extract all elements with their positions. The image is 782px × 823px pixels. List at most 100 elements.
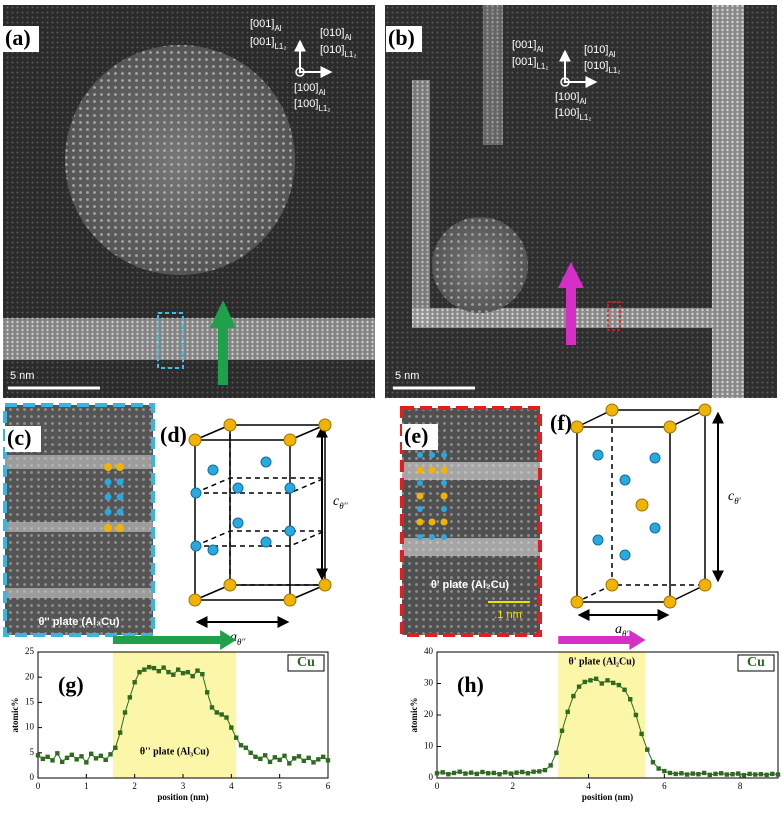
scale-bar-label: 5 nm	[395, 370, 419, 382]
x-tick-label: 8	[738, 781, 743, 791]
panel-f	[576, 409, 724, 621]
data-point	[684, 772, 690, 777]
orientation-label: [100]L1₂	[555, 107, 591, 122]
data-point	[311, 760, 316, 765]
data-point	[457, 769, 462, 774]
subscript: L1₂	[344, 50, 356, 59]
data-point	[171, 672, 176, 677]
data-point	[69, 752, 75, 758]
data-point	[277, 757, 282, 763]
data-point	[690, 771, 695, 776]
panel-d	[194, 424, 328, 628]
data-point	[514, 770, 519, 775]
data-point	[736, 771, 741, 776]
data-point	[599, 681, 605, 686]
orientation-label: [001]Al	[512, 39, 544, 54]
subscript: θ''	[339, 501, 348, 511]
data-point	[219, 712, 224, 717]
direction: [001]	[250, 36, 274, 48]
subscript: Al	[344, 33, 351, 42]
x-tick-label: 3	[181, 781, 186, 791]
data-point	[287, 761, 292, 766]
data-point	[593, 676, 599, 681]
y-axis-label: atomic%	[10, 698, 20, 733]
legend-box	[287, 654, 325, 672]
orientation-label: [100]L1₂	[294, 98, 330, 113]
data-point	[214, 710, 220, 715]
data-point	[741, 772, 747, 778]
data-point	[576, 684, 582, 689]
data-point	[243, 745, 249, 750]
data-point	[656, 766, 661, 771]
data-point	[542, 767, 548, 773]
panel-label: (e)	[404, 423, 428, 448]
scale-bar-label: .1 nm	[494, 609, 522, 621]
panel-c: (c) θ'' plate (Al₃Cu)	[3, 403, 155, 637]
highlight-region	[112, 652, 237, 778]
data-point	[296, 754, 302, 759]
data-point	[730, 772, 735, 777]
panel-label: (g)	[58, 672, 84, 697]
x-tick-label: 2	[132, 781, 137, 791]
data-point	[775, 772, 781, 777]
data-point	[190, 673, 195, 679]
orientation-label: [001]Al	[250, 18, 282, 33]
data-point	[474, 771, 479, 777]
subscript: Al	[274, 24, 281, 33]
annotation: θ' plate (Al₂Cu)	[569, 656, 636, 667]
data-point	[166, 669, 171, 675]
data-point	[137, 669, 142, 675]
data-point	[224, 715, 229, 720]
panel-b: 5 nm (b)	[385, 5, 777, 398]
data-point	[88, 751, 94, 757]
data-point	[291, 756, 297, 761]
data-point	[238, 743, 244, 748]
data-point	[113, 745, 118, 750]
data-point	[633, 712, 639, 718]
data-point	[497, 772, 502, 777]
data-point	[103, 757, 108, 763]
orientation-label: [010]L1₂	[320, 44, 356, 59]
subscript: Al	[536, 45, 543, 54]
orientation-label: [100]Al	[555, 91, 587, 106]
orientation-label: [001]L1₂	[250, 36, 286, 51]
data-point	[468, 770, 474, 775]
data-point	[156, 668, 162, 674]
panel-label: (a)	[5, 25, 31, 50]
x-tick-label: 6	[326, 781, 331, 791]
arrow-head	[220, 630, 237, 650]
data-point	[446, 772, 451, 777]
data-point	[282, 753, 287, 759]
data-point	[588, 678, 593, 683]
x-tick-label: 0	[36, 781, 41, 791]
data-point	[204, 690, 210, 695]
orientation-label: [100]Al	[294, 82, 326, 97]
subscript: L1₂	[536, 62, 548, 71]
data-point	[316, 757, 321, 762]
data-point	[616, 682, 622, 688]
legend-box	[737, 654, 775, 672]
y-axis-label: atomic%	[409, 698, 419, 733]
symbol: c	[728, 489, 735, 504]
subscript: θ''	[237, 637, 246, 647]
subscript: L1₂	[579, 113, 591, 122]
symbol: a	[615, 622, 622, 637]
x-axis-label: position (nm)	[582, 792, 633, 802]
orientation-label: [001]L1₂	[512, 56, 548, 71]
data-point	[132, 680, 137, 685]
data-point	[175, 667, 181, 672]
data-point	[440, 770, 445, 775]
data-point	[161, 665, 166, 670]
data-point	[325, 758, 331, 763]
data-point	[258, 756, 263, 762]
x-tick-label: 4	[586, 781, 591, 791]
scale-bar-label: 5 nm	[10, 370, 34, 382]
direction: [010]	[584, 44, 608, 56]
atoms-d: (d) cθ'' aθ''	[160, 418, 349, 647]
y-tick-label: 10	[424, 741, 434, 751]
data-point	[679, 771, 684, 776]
data-point	[724, 772, 730, 777]
subscript: θ'	[734, 496, 741, 506]
data-point	[645, 747, 650, 752]
lattice-a: aθ'	[615, 622, 629, 639]
